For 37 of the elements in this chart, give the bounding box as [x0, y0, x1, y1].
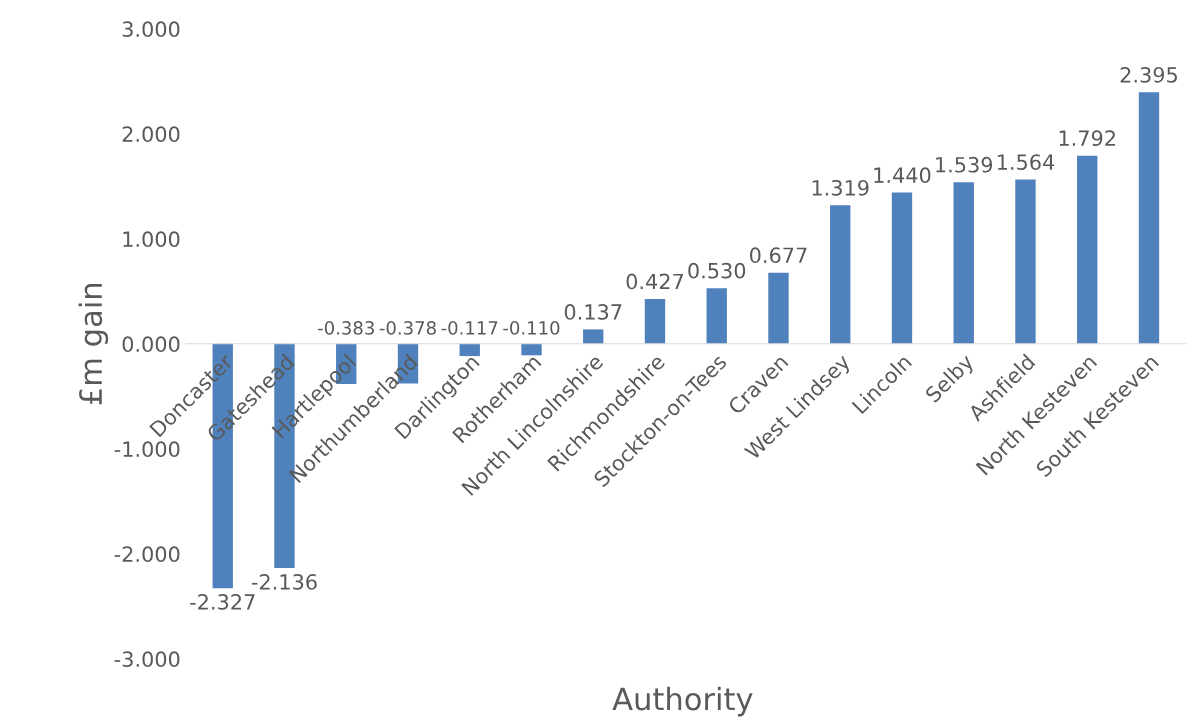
data-label: -0.383 — [318, 321, 374, 335]
bar — [1015, 179, 1036, 344]
y-tick-label: 1.000 — [123, 231, 180, 248]
y-axis-title: £m gain — [78, 283, 109, 405]
y-tick-label: 2.000 — [122, 126, 180, 143]
data-label: -0.110 — [503, 321, 560, 335]
y-tick-label: -3.000 — [114, 651, 180, 668]
data-label: 2.395 — [1120, 66, 1177, 83]
bar — [583, 329, 604, 344]
data-label: -0.378 — [379, 321, 436, 335]
data-label: -2.136 — [251, 574, 317, 590]
bar — [706, 288, 727, 344]
data-label: 0.427 — [626, 273, 684, 290]
y-tick-label: -2.000 — [114, 546, 180, 563]
data-label: -0.117 — [441, 321, 498, 335]
data-label: 0.530 — [688, 262, 746, 279]
bar — [768, 272, 789, 344]
bar — [830, 205, 851, 344]
bar — [891, 192, 913, 344]
y-tick-label: 3.000 — [122, 21, 180, 38]
data-label: 1.440 — [874, 167, 931, 184]
data-label: 0.677 — [750, 247, 807, 264]
bar — [953, 182, 974, 344]
bar — [1077, 155, 1098, 344]
data-label: 1.319 — [812, 179, 869, 196]
bar — [521, 343, 542, 356]
y-tick-label: 0.000 — [122, 336, 180, 353]
bar — [459, 343, 480, 357]
bar — [1138, 92, 1160, 344]
data-label: 0.137 — [564, 304, 622, 320]
data-label: 1.564 — [997, 154, 1055, 170]
y-tick-label: -1.000 — [114, 441, 180, 458]
data-label: 1.792 — [1059, 130, 1115, 147]
bar — [644, 298, 666, 344]
data-label: -2.327 — [190, 594, 255, 610]
x-axis-title: Authority — [612, 686, 753, 717]
data-label: 1.539 — [936, 156, 993, 173]
